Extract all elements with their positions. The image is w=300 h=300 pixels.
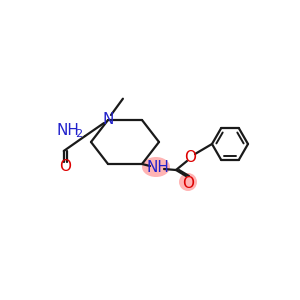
Ellipse shape xyxy=(179,173,197,191)
Text: NH: NH xyxy=(147,160,169,175)
Text: N: N xyxy=(102,112,114,127)
Text: NH: NH xyxy=(57,123,80,138)
Ellipse shape xyxy=(142,157,170,177)
Text: O: O xyxy=(182,176,194,190)
Text: O: O xyxy=(184,151,196,166)
Text: 2: 2 xyxy=(76,129,82,139)
Text: O: O xyxy=(59,160,71,175)
